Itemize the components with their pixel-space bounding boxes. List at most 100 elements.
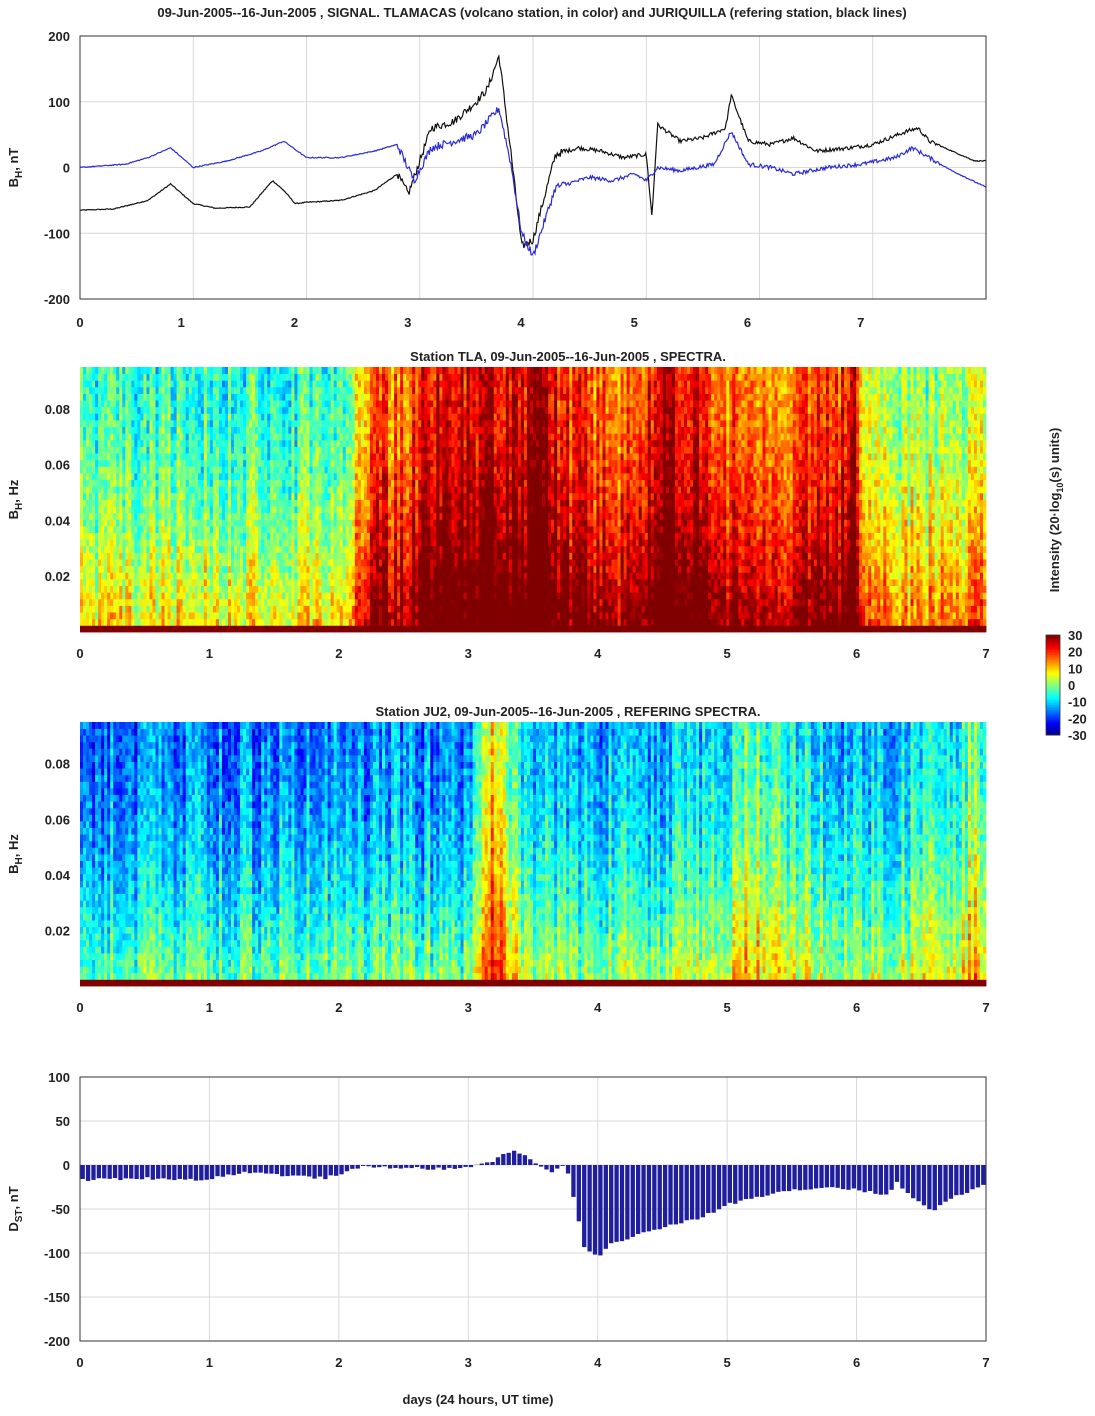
panel2-cell [357, 486, 362, 494]
panel2-cell [128, 499, 132, 507]
panel2-cell [209, 400, 214, 408]
panel2-cell [234, 572, 238, 580]
panel2-cell [397, 433, 401, 441]
panel2-cell [134, 439, 138, 447]
panel2-cell [206, 439, 211, 447]
panel2-cell [152, 420, 156, 428]
panel2-cell [336, 439, 341, 447]
panel2-cell [303, 579, 307, 587]
panel2-cell [448, 618, 452, 626]
panel2-cell [221, 605, 226, 613]
panel2-cell [113, 420, 117, 428]
panel2-cell [203, 420, 208, 428]
panel2-cell [351, 479, 356, 487]
panel2-cell [357, 406, 362, 414]
panel2-cell [170, 605, 175, 613]
panel2-cell [246, 373, 250, 381]
panel2-cell [164, 433, 168, 441]
panel2-cell [342, 367, 347, 375]
panel2-cell [212, 605, 217, 613]
panel2-cell [357, 386, 362, 394]
panel2-cell [255, 386, 259, 394]
panel2-cell [218, 466, 223, 474]
panel2-cell [191, 579, 196, 587]
panel2-cell [116, 559, 120, 567]
panel2-cell [348, 380, 353, 388]
panel2-cell [113, 499, 117, 507]
panel2-cell [261, 413, 265, 421]
panel2-cell [249, 545, 253, 553]
panel2-cell [348, 486, 353, 494]
panel2-cell [342, 413, 347, 421]
panel2-cell [152, 479, 156, 487]
panel2-cell [354, 592, 359, 600]
panel2-cell [146, 572, 150, 580]
panel2-cell [237, 519, 241, 527]
panel2-cell [234, 473, 238, 481]
panel2-cell [363, 479, 368, 487]
panel2-cell [342, 618, 347, 626]
panel2-cell [167, 446, 171, 454]
panel2-cell [128, 625, 132, 633]
panel2-cell [261, 519, 265, 527]
panel2-cell [83, 413, 87, 421]
panel2-cell [116, 373, 120, 381]
panel2-cell [116, 426, 120, 434]
panel2-cell [288, 439, 292, 447]
panel2-cell [409, 499, 413, 507]
panel2-cell [185, 552, 190, 560]
panel2-cell [348, 579, 353, 587]
panel2-cell [134, 565, 138, 573]
panel2-cell [279, 625, 283, 633]
panel2-cell [125, 545, 129, 553]
panel2-cell [155, 420, 159, 428]
panel2-cell [360, 439, 365, 447]
panel2-cell [330, 439, 335, 447]
panel2-cell [282, 400, 286, 408]
panel2-cell [113, 506, 117, 514]
panel2-cell [297, 426, 301, 434]
panel2-cell [113, 565, 117, 573]
panel2-cell [86, 492, 90, 500]
panel2-cell [306, 612, 310, 620]
panel2-cell [336, 579, 341, 587]
panel2-cell [125, 592, 129, 600]
panel2-cell [366, 373, 371, 381]
panel2-cell [354, 406, 359, 414]
panel2-cell [288, 486, 292, 494]
panel2-cell [146, 473, 150, 481]
panel2-cell [221, 559, 226, 567]
panel2-cell [279, 373, 283, 381]
panel2-cell [270, 420, 274, 428]
panel2-cell [394, 479, 398, 487]
panel2-cell [101, 585, 105, 593]
panel2-cell [98, 605, 102, 613]
panel2-cell [224, 386, 229, 394]
panel2-cell [170, 492, 175, 500]
panel2-cell [418, 486, 422, 494]
panel2-cell [240, 618, 244, 626]
panel2-cell [303, 479, 307, 487]
panel2-cell [246, 572, 250, 580]
panel2-cell [351, 380, 356, 388]
panel2-cell [369, 446, 374, 454]
panel2-cell [95, 446, 99, 454]
panel2-cell [294, 367, 298, 375]
panel2-cell [360, 380, 365, 388]
panel2-cell [92, 406, 96, 414]
panel2-cell [224, 539, 229, 547]
panel2-cell [348, 519, 353, 527]
panel2-cell [336, 466, 341, 474]
panel2-cell [382, 592, 386, 600]
panel2-cell [409, 453, 413, 461]
panel2-cell [234, 420, 238, 428]
panel2-cell [318, 367, 322, 375]
panel2-cell [267, 585, 271, 593]
panel2-cell [95, 552, 99, 560]
panel2-cell [291, 400, 295, 408]
panel2-cell [164, 559, 168, 567]
panel2-cell [388, 386, 392, 394]
panel2-cell [221, 453, 226, 461]
panel2-cell [261, 486, 265, 494]
panel2-cell [231, 386, 235, 394]
